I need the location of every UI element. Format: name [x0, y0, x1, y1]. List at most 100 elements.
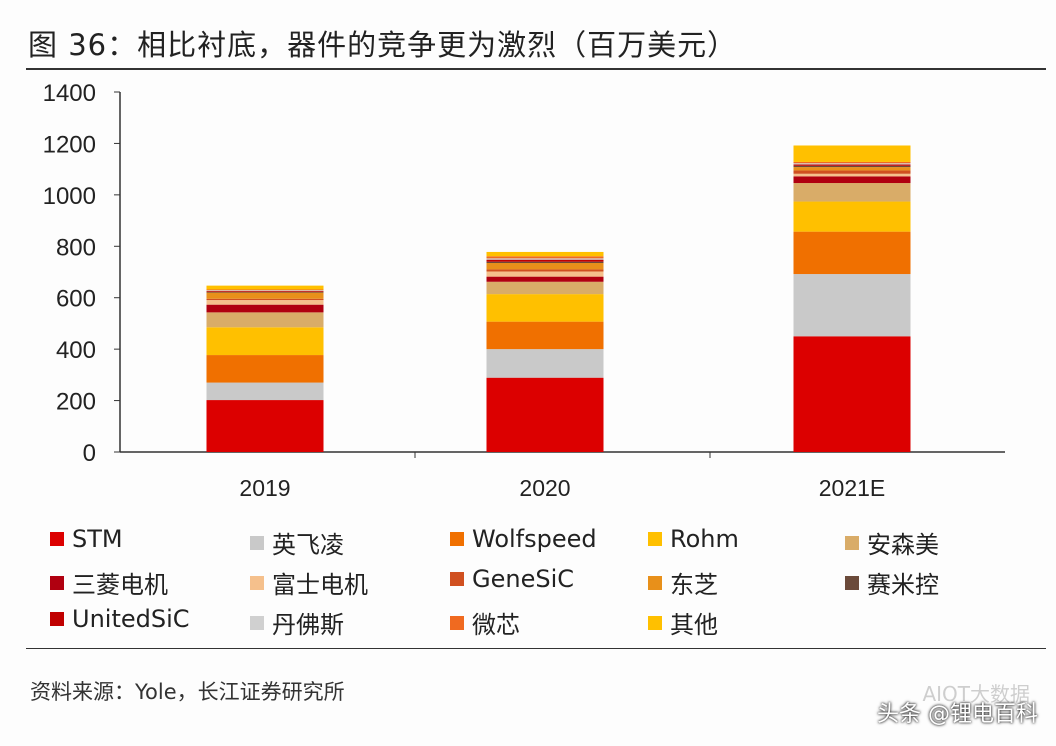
y-tick-label: 800 — [56, 234, 96, 261]
legend-swatch — [845, 575, 859, 590]
legend-label: 丹佛斯 — [272, 611, 344, 639]
bar-segment-2021E-其他 — [793, 145, 911, 162]
watermark-faint: AIOT大数据 — [922, 682, 1030, 706]
bar-segment-2019-丹佛斯 — [206, 290, 324, 292]
bar-segment-2020-STM — [486, 377, 604, 452]
bar-segment-2020-英飞凌 — [486, 349, 604, 378]
y-tick-label: 1400 — [43, 80, 96, 107]
x-tick-label: 2021E — [819, 475, 886, 501]
legend-swatch — [50, 612, 64, 626]
chart-title: 图 36：相比衬底，器件的竞争更为激烈（百万美元） — [28, 28, 738, 62]
bar-segment-2019-三菱电机 — [206, 304, 324, 313]
bar-segment-2019-微芯 — [206, 289, 324, 291]
bar-segment-2019-安森美 — [206, 312, 324, 328]
legend-item: UnitedSiC — [50, 605, 190, 633]
legend-label: 英飞凌 — [272, 531, 344, 559]
y-tick-label: 1200 — [43, 131, 96, 158]
bar-segment-2020-赛米控 — [486, 261, 604, 263]
legend-item: 英飞凌 — [250, 525, 344, 560]
legend-swatch — [450, 532, 464, 546]
bar-segment-2020-GeneSiC — [486, 269, 604, 272]
bar-segment-2021E-UnitedSiC — [793, 164, 911, 166]
source-note: 资料来源：Yole，长江证券研究所 — [30, 680, 345, 704]
legend-swatch — [450, 572, 464, 586]
legend-swatch — [250, 615, 264, 630]
bar-segment-2019-Rohm — [206, 327, 324, 356]
legend-swatch — [648, 532, 662, 546]
bar-segment-2021E-GeneSiC — [793, 170, 911, 174]
bar-segment-2019-赛米控 — [206, 291, 324, 293]
legend-item: STM — [50, 525, 123, 553]
bar-segment-2020-微芯 — [486, 256, 604, 259]
bar-segment-2020-UnitedSiC — [486, 259, 604, 262]
bar-segment-2021E-安森美 — [793, 183, 911, 202]
bar-segment-2021E-STM — [793, 336, 911, 452]
legend-item: Rohm — [648, 525, 739, 553]
bar-segment-2021E-三菱电机 — [793, 176, 911, 184]
plot-area: 0 200 400 600 800 1000 1200 1400 2019 2020 2021E — [43, 80, 1005, 501]
legend-item: 安森美 — [845, 525, 939, 560]
bar-segment-2020-东芝 — [486, 263, 604, 270]
legend-swatch — [648, 575, 662, 590]
legend-item: GeneSiC — [450, 565, 574, 593]
bar-segment-2019-英飞凌 — [206, 382, 324, 401]
bar-segment-2019-STM — [206, 400, 324, 452]
bar-segment-2019-UnitedSiC — [206, 291, 324, 292]
y-tick-label: 200 — [56, 389, 96, 416]
watermark: 头条 @锂电百科 — [877, 702, 1038, 727]
bar-segment-2020-富士电机 — [486, 271, 604, 277]
bar-segment-2021E-Wolfspeed — [793, 231, 911, 275]
legend-label: 微芯 — [472, 611, 520, 639]
legend-label: 安森美 — [867, 531, 939, 559]
legend-swatch — [450, 615, 464, 630]
bar-segment-2021E-英飞凌 — [793, 274, 911, 337]
bar-segment-2020-丹佛斯 — [486, 258, 604, 260]
legend-item: 东芝 — [648, 565, 718, 600]
legend-label: 赛米控 — [867, 571, 939, 599]
title-divider — [26, 68, 1046, 70]
bar-segment-2021E-丹佛斯 — [793, 163, 911, 165]
y-tick-label: 1000 — [43, 183, 96, 210]
bar-segment-2019-东芝 — [206, 292, 324, 299]
bar-segment-2020-其他 — [486, 251, 604, 257]
bar-segment-2021E-微芯 — [793, 161, 911, 164]
bar-segment-2021E-东芝 — [793, 167, 911, 171]
legend-item: 其他 — [648, 605, 718, 640]
legend-swatch — [50, 575, 64, 590]
bar-segment-2019-富士电机 — [206, 300, 324, 305]
legend-swatch — [648, 615, 662, 630]
legend-item: 富士电机 — [250, 565, 368, 600]
bar-segment-2021E-赛米控 — [793, 165, 911, 168]
legend-swatch — [845, 535, 859, 550]
legend-label: Wolfspeed — [472, 525, 597, 553]
legend-label: UnitedSiC — [72, 605, 190, 633]
legend-label: 三菱电机 — [72, 571, 168, 599]
y-tick-label: 0 — [83, 440, 96, 467]
legend-item: Wolfspeed — [450, 525, 597, 553]
legend-swatch — [50, 532, 64, 546]
legend-label: GeneSiC — [472, 565, 574, 593]
bar-segment-2019-其他 — [206, 285, 324, 290]
legend-label: 富士电机 — [272, 571, 368, 599]
y-tick-label: 600 — [56, 286, 96, 313]
bar-segment-2019-Wolfspeed — [206, 355, 324, 383]
legend-swatch — [250, 575, 264, 590]
y-tick-label: 400 — [56, 337, 96, 364]
legend-label: 其他 — [670, 611, 718, 639]
bar-segment-2020-安森美 — [486, 281, 604, 295]
x-tick-label: 2020 — [519, 475, 570, 501]
legend-item: 丹佛斯 — [250, 605, 344, 640]
legend-item: 三菱电机 — [50, 565, 168, 600]
legend-label: Rohm — [670, 525, 739, 553]
bar-segment-2021E-富士电机 — [793, 173, 911, 177]
bar-segment-2020-三菱电机 — [486, 276, 604, 282]
bar-segment-2021E-Rohm — [793, 201, 911, 232]
x-tick-label: 2019 — [239, 475, 290, 501]
bar-segment-2019-GeneSiC — [206, 298, 324, 301]
legend-item: 赛米控 — [845, 565, 939, 600]
legend-swatch — [250, 535, 264, 550]
legend-label: STM — [72, 525, 123, 553]
legend-divider — [26, 648, 1046, 649]
bar-segment-2020-Wolfspeed — [486, 321, 604, 350]
